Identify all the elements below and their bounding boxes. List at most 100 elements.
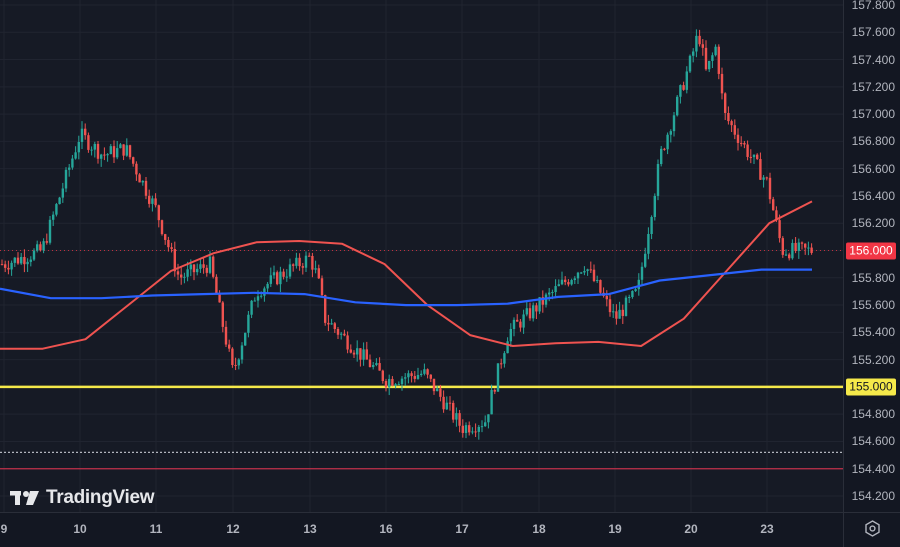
candle <box>381 370 384 382</box>
candle <box>208 256 212 273</box>
candle <box>234 365 237 367</box>
candle <box>605 295 608 300</box>
candlestick-chart[interactable] <box>0 0 843 512</box>
candle <box>666 134 669 150</box>
candle <box>695 35 698 52</box>
candle <box>583 270 586 273</box>
candle <box>359 348 362 360</box>
candle <box>167 239 170 248</box>
candle <box>650 217 653 235</box>
candle <box>394 384 397 386</box>
time-label: 18 <box>532 522 546 536</box>
candle <box>711 55 714 61</box>
candle <box>103 154 106 156</box>
candle <box>26 261 29 265</box>
candle <box>487 414 490 423</box>
candle <box>647 234 650 254</box>
candle <box>672 115 676 132</box>
candle <box>420 373 423 375</box>
candle <box>205 267 208 273</box>
candle <box>439 388 442 397</box>
candle <box>240 345 244 360</box>
candle <box>336 328 340 335</box>
candle <box>727 112 730 122</box>
price-label: 154.600 <box>851 434 895 449</box>
candle <box>224 326 228 345</box>
candle <box>496 363 500 392</box>
candle <box>247 314 250 333</box>
ma-red-line[interactable] <box>0 200 813 350</box>
time-label: 9 <box>0 522 8 536</box>
candle <box>346 335 349 350</box>
chart-settings-button[interactable] <box>843 512 900 547</box>
candle <box>532 305 535 319</box>
candle <box>356 348 359 355</box>
candle <box>116 148 119 158</box>
candle <box>445 402 448 410</box>
chart-plot-area[interactable] <box>0 0 843 512</box>
tradingview-logo-icon <box>10 491 39 505</box>
candle <box>541 297 544 305</box>
candle <box>269 275 272 284</box>
candle <box>781 238 784 255</box>
candle <box>484 422 487 427</box>
candle <box>468 425 471 433</box>
candle <box>253 300 256 302</box>
candle <box>68 167 71 170</box>
candle <box>192 264 196 273</box>
candle <box>29 259 32 262</box>
candle <box>778 220 781 239</box>
candle <box>144 180 148 196</box>
candle <box>90 149 93 151</box>
candle <box>4 264 7 268</box>
candle <box>160 220 164 235</box>
candle <box>413 376 416 379</box>
candle <box>794 242 797 251</box>
candle <box>183 276 186 278</box>
candle <box>570 280 573 285</box>
candle <box>768 177 772 200</box>
time-label: 20 <box>684 522 698 536</box>
candle <box>560 279 564 285</box>
candle <box>656 164 660 196</box>
candle <box>724 93 727 113</box>
candle <box>653 195 656 218</box>
ma-blue-line[interactable] <box>0 268 812 307</box>
candle <box>503 353 506 364</box>
time-label: 23 <box>760 522 774 536</box>
candle <box>218 294 221 303</box>
candle <box>308 255 311 257</box>
candle <box>506 341 509 354</box>
candle <box>557 284 560 287</box>
time-label: 16 <box>379 522 393 536</box>
candle <box>384 381 388 388</box>
candle <box>516 319 519 322</box>
price-axis[interactable]: 157.800 157.600 157.400 157.200 157.000 156.8… <box>843 0 900 512</box>
candle <box>599 280 602 293</box>
candle <box>128 145 132 158</box>
candle <box>749 156 752 158</box>
candle <box>528 308 532 319</box>
price-label: 157.000 <box>851 107 895 122</box>
candle <box>500 363 503 365</box>
candle <box>637 279 640 290</box>
time-label: 11 <box>149 522 163 536</box>
candle <box>752 154 756 158</box>
candle <box>301 266 304 268</box>
candle <box>775 210 778 221</box>
candle <box>535 305 538 312</box>
candle <box>784 254 788 256</box>
candle <box>692 51 695 56</box>
price-label: 155.800 <box>851 270 895 285</box>
time-label: 12 <box>226 522 240 536</box>
candle <box>154 198 157 206</box>
candle <box>138 174 141 183</box>
time-axis[interactable]: 9 10 11 12 13 16 17 18 19 20 23 <box>0 512 843 547</box>
last-price-tag: 156.000 <box>846 242 896 259</box>
candle <box>615 311 618 319</box>
candle <box>525 308 528 315</box>
candle <box>807 247 810 249</box>
candle <box>804 243 807 248</box>
price-label: 155.600 <box>851 298 895 313</box>
candle <box>669 131 672 135</box>
